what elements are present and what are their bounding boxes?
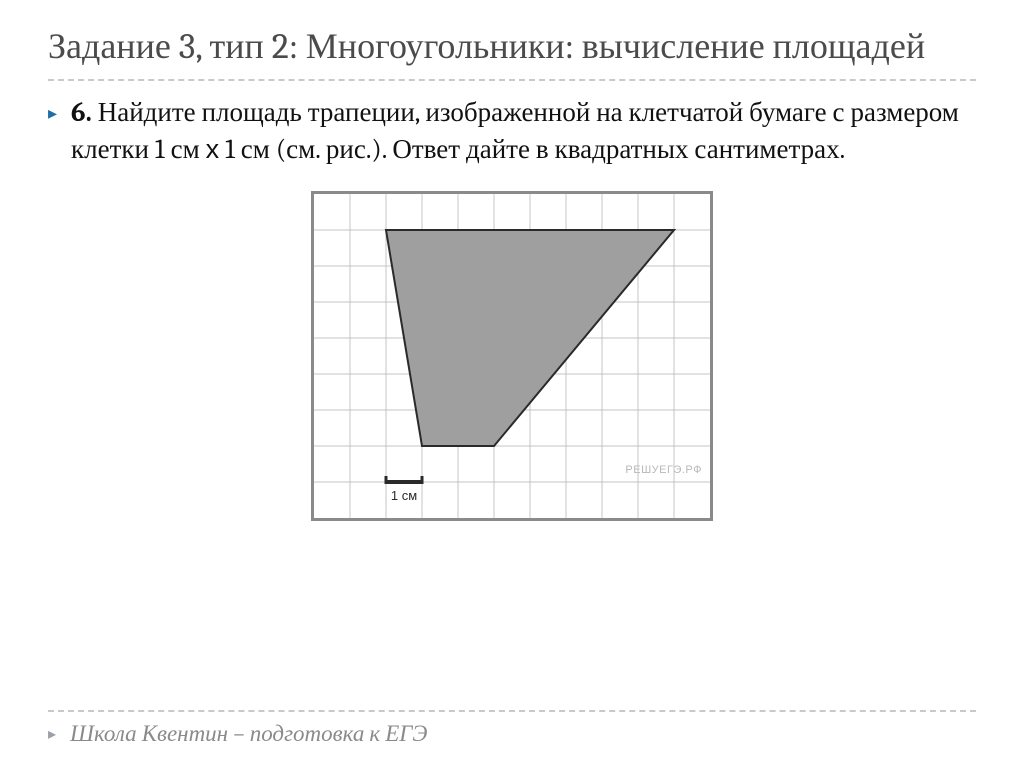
chevron-right-icon: ▸ <box>48 103 57 124</box>
grid-figure: 1 см РЕШУЕГЭ.РФ <box>311 191 713 521</box>
problem-row: ▸ 6. Найдите площадь трапеции, изображен… <box>48 95 976 169</box>
problem-text: 6. Найдите площадь трапеции, изображенно… <box>71 95 976 169</box>
slide-footer: ▸ Школа Квентин – подготовка к ЕГЭ <box>48 710 976 747</box>
footer-text: Школа Квентин – подготовка к ЕГЭ <box>70 720 427 747</box>
problem-xsep: х <box>206 134 220 164</box>
slide-title: Задание 3, тип 2: Многоугольники: вычисл… <box>48 24 976 81</box>
figure-watermark: РЕШУЕГЭ.РФ <box>625 464 702 476</box>
svg-text:1 см: 1 см <box>391 488 417 503</box>
problem-number: 6. <box>71 97 92 128</box>
chevron-right-icon: ▸ <box>48 724 56 743</box>
footer-divider <box>48 710 976 712</box>
problem-part2: 1 см (см. рис.). Ответ дайте в квадратны… <box>219 134 845 165</box>
